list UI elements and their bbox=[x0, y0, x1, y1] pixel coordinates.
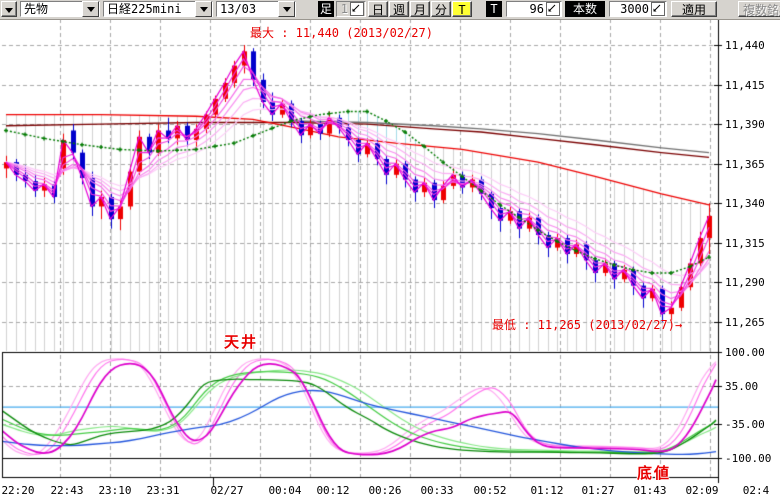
price-axis-label: 11,440 bbox=[725, 39, 765, 52]
market-select[interactable]: 先物 bbox=[20, 1, 100, 17]
price-axis-label: 11,415 bbox=[725, 79, 765, 92]
period-monthly-button[interactable]: 月 bbox=[410, 1, 430, 17]
chevron-down-icon[interactable] bbox=[278, 1, 295, 17]
bar-interval-value: 1 bbox=[337, 2, 350, 16]
price-axis-label: 11,365 bbox=[725, 158, 765, 171]
apply-button[interactable]: 適用 bbox=[671, 1, 717, 17]
window-dropdown-button[interactable] bbox=[1, 1, 17, 17]
bar-count-input[interactable]: 3000 bbox=[609, 1, 667, 17]
ceiling-annotation: 天井 bbox=[224, 331, 258, 352]
price-axis-label: 11,315 bbox=[725, 237, 765, 250]
bar-interval-input[interactable]: 1 bbox=[336, 1, 366, 17]
symbol-select-value: 日経225mini bbox=[104, 2, 195, 16]
bottom-annotation: 底値 bbox=[637, 462, 671, 483]
price-axis-label: 11,340 bbox=[725, 197, 765, 210]
period-minute-button[interactable]: 分 bbox=[431, 1, 451, 17]
spin-icon[interactable] bbox=[651, 2, 665, 16]
market-select-value: 先物 bbox=[21, 2, 82, 16]
tick-count-value: 96 bbox=[507, 2, 546, 16]
spin-icon[interactable] bbox=[350, 2, 364, 16]
time-axis-label: 01:43 bbox=[633, 484, 666, 497]
chart-canvas bbox=[0, 0, 780, 500]
spin-icon[interactable] bbox=[546, 2, 560, 16]
time-axis-label: 23:10 bbox=[98, 484, 131, 497]
contract-month-select[interactable]: 13/03 bbox=[216, 1, 296, 17]
chevron-down-icon[interactable] bbox=[82, 1, 99, 17]
period-tick-button[interactable]: T bbox=[452, 1, 472, 17]
time-axis-label: 23:31 bbox=[146, 484, 179, 497]
price-axis-label: 11,390 bbox=[725, 118, 765, 131]
oscillator-axis-label: 100.00 bbox=[725, 346, 765, 359]
symbol-select[interactable]: 日経225mini bbox=[103, 1, 213, 17]
tick-mode-label: T bbox=[486, 1, 502, 17]
time-axis-label: 22:43 bbox=[50, 484, 83, 497]
oscillator-axis-label: -100.00 bbox=[725, 452, 771, 465]
bar-type-label: 足 bbox=[318, 1, 334, 17]
time-axis-label: 00:26 bbox=[368, 484, 401, 497]
time-axis-label: 00:52 bbox=[473, 484, 506, 497]
chevron-down-icon[interactable] bbox=[195, 1, 212, 17]
tick-count-input[interactable]: 96 bbox=[506, 1, 562, 17]
time-axis-label: 00:33 bbox=[420, 484, 453, 497]
oscillator-axis-label: -35.00 bbox=[725, 418, 765, 431]
bar-count-label: 本数 bbox=[565, 1, 605, 17]
time-axis-label: 01:12 bbox=[530, 484, 563, 497]
period-weekly-button[interactable]: 週 bbox=[389, 1, 409, 17]
time-axis-label: 00:04 bbox=[268, 484, 301, 497]
toolbar: 先物 日経225mini 13/03 足 1 日 週 月 分 T T 96 bbox=[0, 0, 780, 20]
time-axis-label: 02:4 bbox=[743, 484, 770, 497]
contract-month-value: 13/03 bbox=[217, 2, 278, 16]
period-daily-button[interactable]: 日 bbox=[368, 1, 388, 17]
time-axis-label: 02/27 bbox=[210, 484, 243, 497]
time-axis-label: 01:27 bbox=[581, 484, 614, 497]
time-axis-label: 00:12 bbox=[316, 484, 349, 497]
chevron-down-icon bbox=[5, 2, 13, 16]
oscillator-axis-label: 35.00 bbox=[725, 380, 758, 393]
price-axis-label: 11,265 bbox=[725, 316, 765, 329]
multi-symbol-button: 複数銘柄 bbox=[738, 1, 780, 17]
bar-count-value: 3000 bbox=[610, 2, 651, 16]
chart-window: 先物 日経225mini 13/03 足 1 日 週 月 分 T T 96 bbox=[0, 0, 780, 500]
min-price-annotation: 最低 : 11,265 (2013/02/27)→ bbox=[492, 316, 682, 333]
time-axis-label: 22:20 bbox=[1, 484, 34, 497]
time-axis-label: 02:09 bbox=[685, 484, 718, 497]
price-axis-label: 11,290 bbox=[725, 276, 765, 289]
max-price-annotation: 最大 : 11,440 (2013/02/27) bbox=[250, 24, 433, 41]
